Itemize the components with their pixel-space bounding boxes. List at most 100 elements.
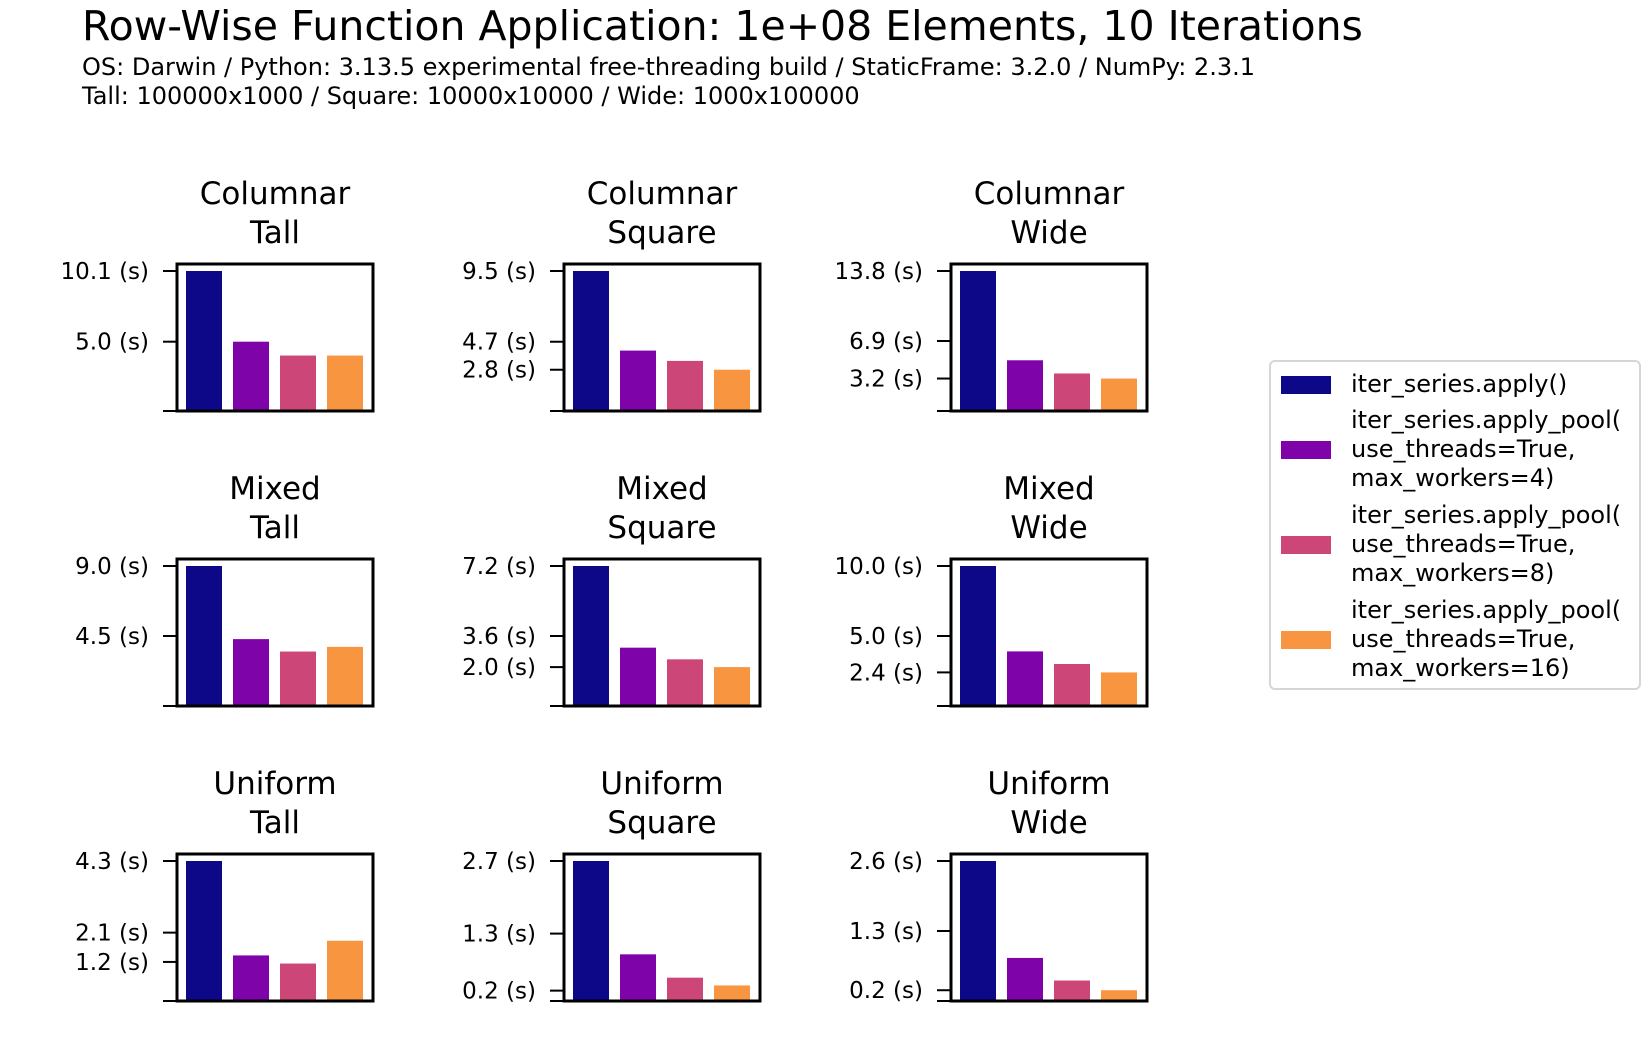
subplot-title-line: Uniform [600, 766, 723, 802]
subplot-title-line: Uniform [987, 766, 1110, 802]
bar [714, 667, 750, 706]
legend-swatch-pool-16 [1281, 630, 1331, 649]
bar [714, 985, 750, 1001]
axes-frame [175, 852, 375, 1003]
axes-frame [562, 262, 762, 413]
subplot-title-line: Uniform [213, 766, 336, 802]
axes-frame [175, 557, 375, 708]
bar [186, 271, 222, 411]
legend-item-apply: iter_series.apply() [1281, 370, 1567, 399]
legend-swatch-apply [1281, 375, 1331, 394]
axes-frame [949, 852, 1149, 1003]
subplot-title-line: Tall [249, 805, 300, 841]
bar [620, 954, 656, 1001]
y-tick-label: 2.6 (s) [849, 849, 923, 875]
subplot-title-line: Columnar [200, 176, 351, 212]
y-tick-label: 9.0 (s) [75, 554, 149, 580]
bar [960, 861, 996, 1001]
y-tick-label: 1.2 (s) [75, 950, 149, 976]
legend-swatch-pool-8 [1281, 535, 1331, 554]
legend-swatch-pool-4 [1281, 440, 1331, 459]
bar [280, 651, 316, 706]
bar [327, 646, 363, 706]
y-tick-label: 1.3 (s) [849, 919, 923, 945]
axes-frame [175, 262, 375, 413]
bar [1007, 957, 1043, 1001]
subplot-title-line: Tall [249, 510, 300, 546]
y-tick-label: 3.6 (s) [462, 624, 536, 650]
legend-label-pool-16: iter_series.apply_pool( use_threads=True… [1351, 596, 1622, 682]
y-tick-label: 3.2 (s) [849, 367, 923, 393]
bar [667, 360, 703, 411]
y-tick-label: 10.1 (s) [61, 259, 149, 285]
y-tick-label: 2.4 (s) [849, 660, 923, 686]
bar [233, 639, 269, 706]
y-tick-label: 5.0 (s) [849, 624, 923, 650]
bar [280, 963, 316, 1001]
y-tick-label: 2.0 (s) [462, 655, 536, 681]
y-tick-label: 9.5 (s) [462, 259, 536, 285]
subplot-title-line: Wide [1010, 215, 1087, 251]
subplot-title-line: Tall [249, 215, 300, 251]
bar [1101, 672, 1137, 706]
bar [960, 566, 996, 706]
subplot-title-line: Columnar [974, 176, 1125, 212]
bar [573, 566, 609, 706]
bar [667, 659, 703, 706]
bar [1054, 373, 1090, 411]
subplot-title-line: Wide [1010, 510, 1087, 546]
legend-label-apply: iter_series.apply() [1351, 370, 1568, 398]
bar [233, 341, 269, 411]
legend-label-pool-4: iter_series.apply_pool( use_threads=True… [1351, 406, 1622, 492]
subplot-title-line: Square [607, 215, 716, 251]
y-tick-label: 2.1 (s) [75, 921, 149, 947]
y-tick-label: 7.2 (s) [462, 554, 536, 580]
legend-label-pool-8: iter_series.apply_pool( use_threads=True… [1351, 501, 1622, 587]
bar [1007, 360, 1043, 411]
subplot-title-line: Square [607, 510, 716, 546]
subplot-title-line: Mixed [229, 471, 321, 507]
subplot-title-line: Mixed [616, 471, 708, 507]
bar [1007, 651, 1043, 706]
y-tick-label: 4.3 (s) [75, 849, 149, 875]
bar [1054, 664, 1090, 706]
axes-frame [562, 852, 762, 1003]
axes-frame [949, 557, 1149, 708]
bar [620, 350, 656, 411]
y-tick-label: 2.7 (s) [462, 849, 536, 875]
legend-item-pool-4: iter_series.apply_pool( use_threads=True… [1281, 406, 1621, 493]
y-tick-label: 4.5 (s) [75, 624, 149, 650]
axes-frame [949, 262, 1149, 413]
figure-subtitle-shapes: Tall: 100000x1000 / Square: 10000x10000 … [82, 82, 860, 110]
legend: iter_series.apply() iter_series.apply_po… [1269, 360, 1641, 690]
y-tick-label: 4.7 (s) [462, 330, 536, 356]
y-tick-label: 5.0 (s) [75, 330, 149, 356]
bar [573, 861, 609, 1001]
bar [327, 940, 363, 1001]
subplot-title-line: Wide [1010, 805, 1087, 841]
bar [327, 355, 363, 411]
bar [1101, 378, 1137, 411]
subplot-title-line: Columnar [587, 176, 738, 212]
y-tick-label: 6.9 (s) [849, 329, 923, 355]
bar [620, 647, 656, 706]
y-tick-label: 1.3 (s) [462, 922, 536, 948]
y-tick-label: 10.0 (s) [835, 554, 923, 580]
subplot-title-line: Mixed [1003, 471, 1095, 507]
bar [667, 977, 703, 1001]
legend-item-pool-8: iter_series.apply_pool( use_threads=True… [1281, 501, 1621, 588]
bar [186, 861, 222, 1001]
figure-title: Row-Wise Function Application: 1e+08 Ele… [82, 2, 1363, 50]
bar [714, 369, 750, 411]
legend-item-pool-16: iter_series.apply_pool( use_threads=True… [1281, 596, 1621, 683]
bar [186, 566, 222, 706]
y-tick-label: 13.8 (s) [835, 259, 923, 285]
bar [573, 271, 609, 411]
